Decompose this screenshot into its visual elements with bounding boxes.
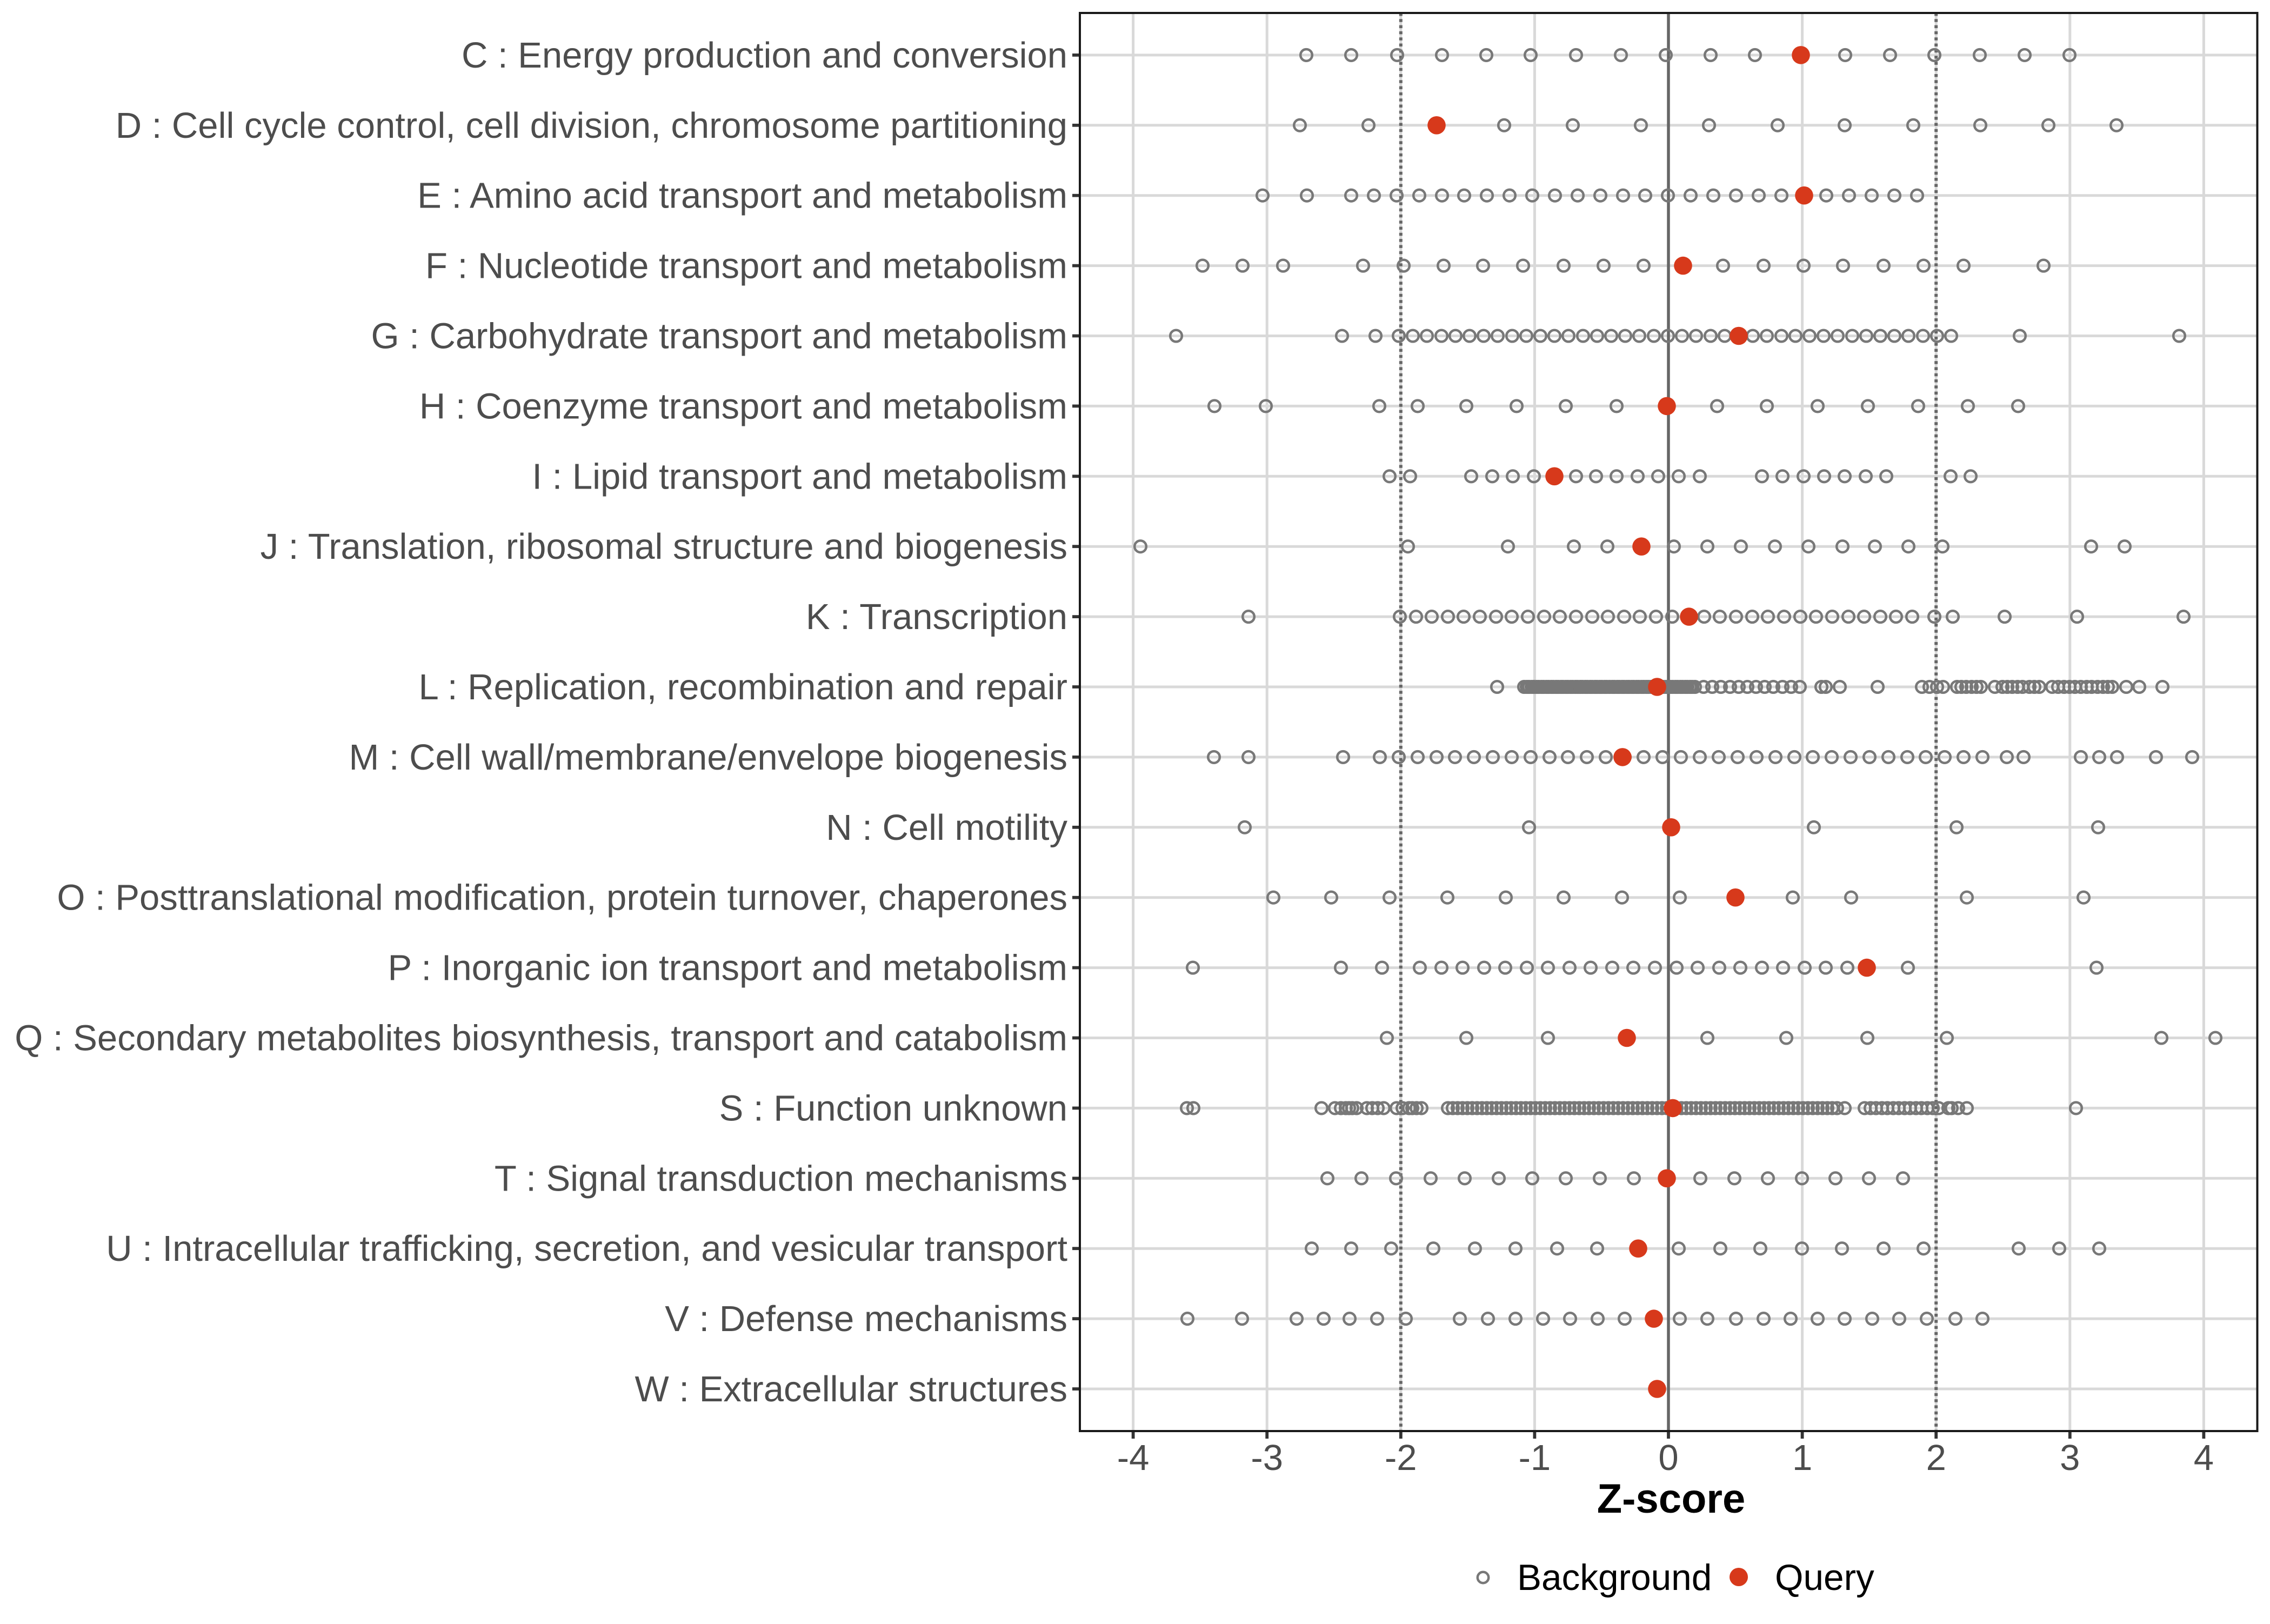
svg-text:W : Extracellular structures: W : Extracellular structures (635, 1369, 1067, 1409)
svg-text:Q : Secondary metabolites bios: Q : Secondary metabolites biosynthesis, … (15, 1018, 1067, 1059)
svg-text:4: 4 (2194, 1438, 2214, 1478)
svg-text:N : Cell motility: N : Cell motility (826, 807, 1067, 848)
svg-text:H : Coenzyme transport and met: H : Coenzyme transport and metabolism (419, 386, 1067, 426)
svg-text:J : Translation, ribosomal str: J : Translation, ribosomal structure and… (261, 526, 1067, 567)
svg-text:-2: -2 (1385, 1438, 1417, 1478)
svg-text:P : Inorganic ion transport an: P : Inorganic ion transport and metaboli… (388, 948, 1067, 988)
svg-text:L : Replication, recombination: L : Replication, recombination and repai… (419, 667, 1067, 707)
svg-text:M : Cell wall/membrane/envelop: M : Cell wall/membrane/envelope biogenes… (349, 737, 1068, 778)
svg-text:-3: -3 (1251, 1438, 1283, 1478)
svg-text:1: 1 (1792, 1438, 1812, 1478)
svg-text:-4: -4 (1117, 1438, 1150, 1478)
svg-text:Background: Background (1517, 1558, 1712, 1598)
svg-text:F : Nucleotide transport and m: F : Nucleotide transport and metabolism (425, 246, 1067, 286)
svg-text:E : Amino acid transport and m: E : Amino acid transport and metabolism (417, 176, 1067, 216)
svg-text:3: 3 (2060, 1438, 2080, 1478)
svg-text:G : Carbohydrate transport and: G : Carbohydrate transport and metabolis… (371, 316, 1067, 357)
svg-text:U : Intracellular trafficking,: U : Intracellular trafficking, secretion… (106, 1228, 1067, 1269)
svg-text:V : Defense mechanisms: V : Defense mechanisms (665, 1299, 1067, 1339)
svg-text:C : Energy production and conv: C : Energy production and conversion (462, 35, 1067, 76)
svg-text:K : Transcription: K : Transcription (806, 597, 1067, 637)
svg-text:2: 2 (1926, 1438, 1946, 1478)
svg-text:D : Cell cycle control, cell d: D : Cell cycle control, cell division, c… (116, 105, 1067, 146)
svg-text:T : Signal transduction mechan: T : Signal transduction mechanisms (495, 1158, 1067, 1199)
svg-text:-1: -1 (1519, 1438, 1551, 1478)
svg-text:0: 0 (1658, 1438, 1678, 1478)
svg-text:S : Function unknown: S : Function unknown (719, 1088, 1067, 1128)
svg-text:O : Posttranslational modifica: O : Posttranslational modification, prot… (57, 878, 1067, 918)
svg-text:Z-score: Z-score (1597, 1476, 1746, 1522)
svg-text:I : Lipid transport and metabo: I : Lipid transport and metabolism (532, 456, 1067, 497)
svg-text:Query: Query (1775, 1558, 1874, 1598)
